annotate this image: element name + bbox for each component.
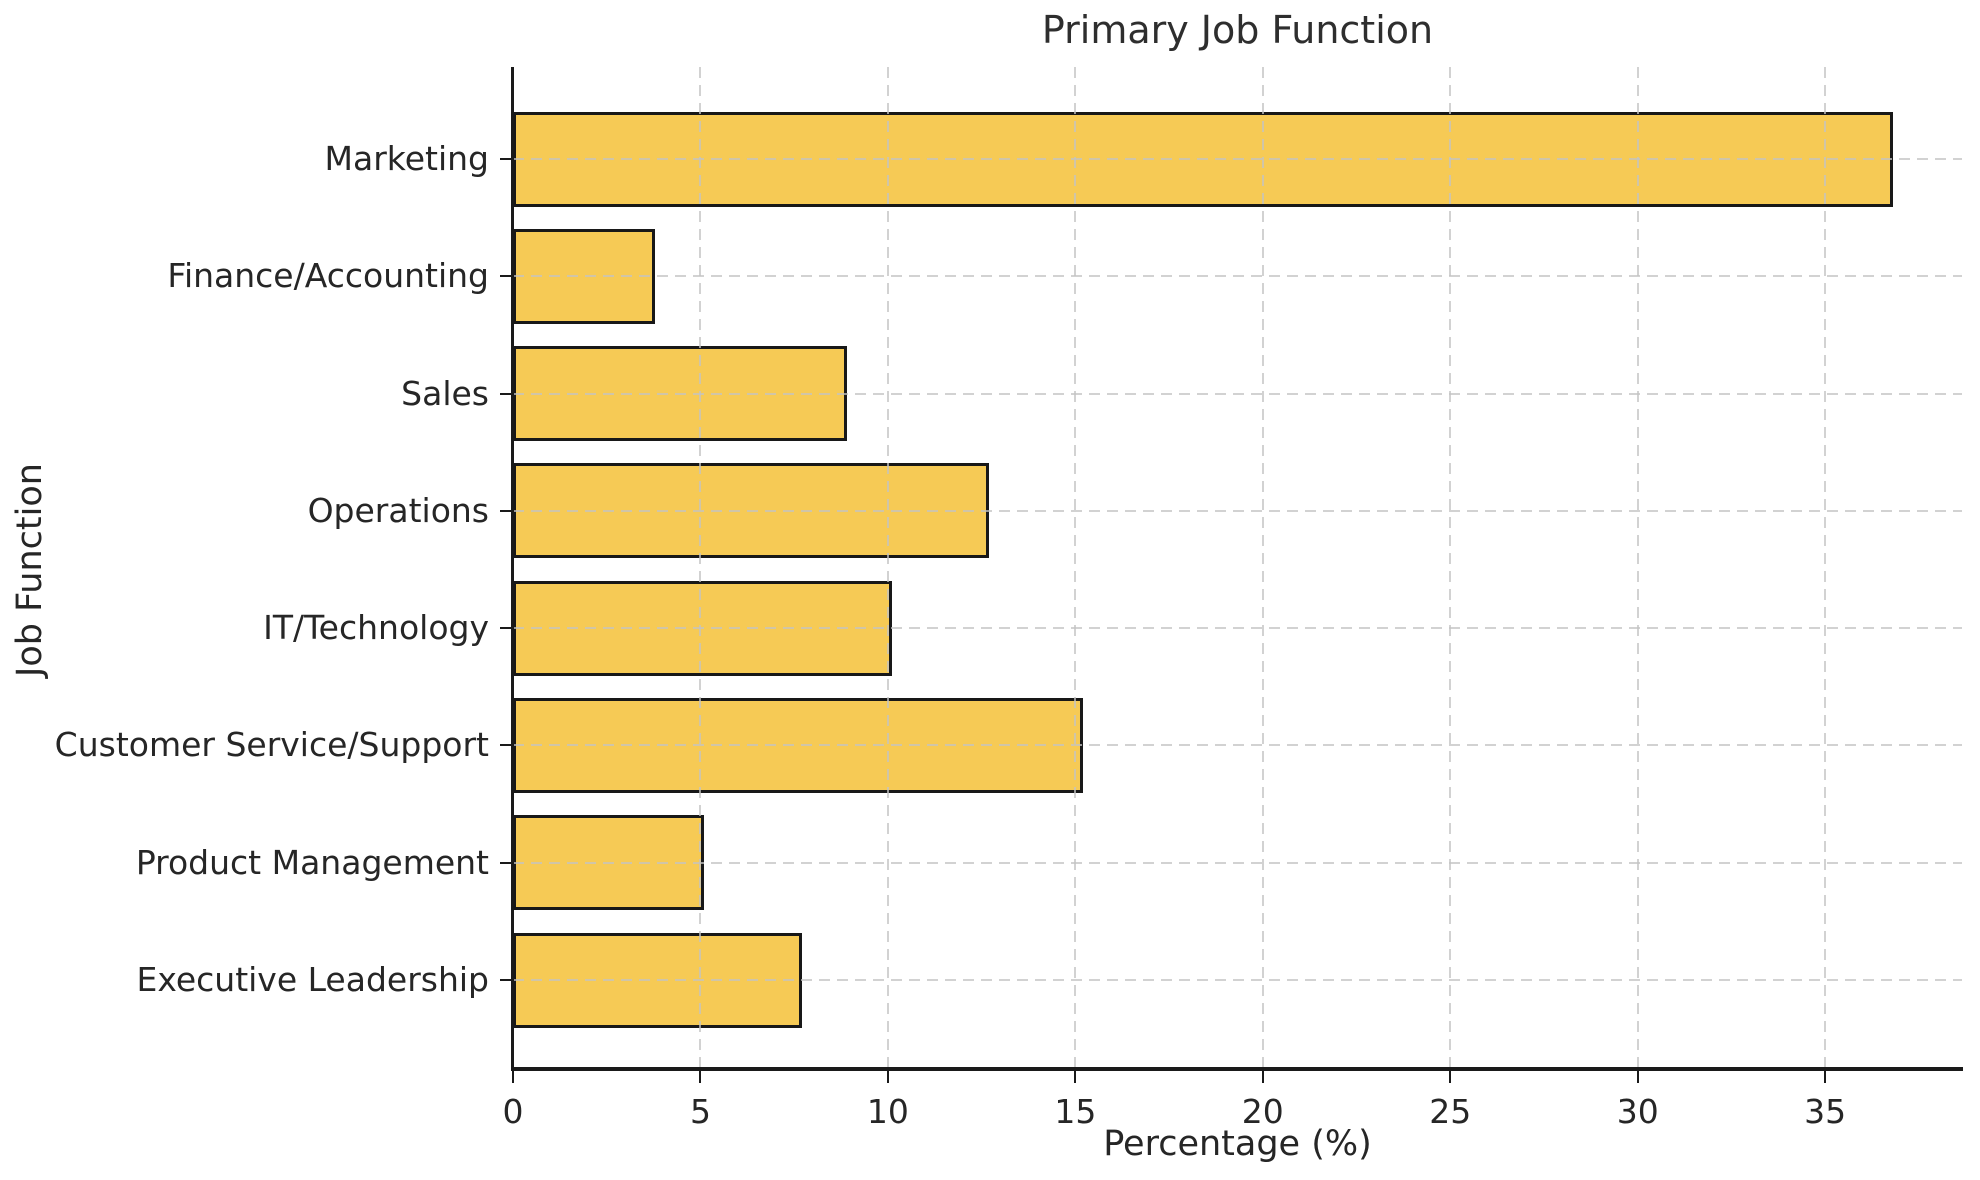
- y-gridline: [513, 627, 1962, 630]
- y-gridline: [513, 979, 1962, 981]
- y-gridline: [513, 158, 1962, 160]
- x-gridline: [886, 67, 889, 1070]
- x-tick-label: 15: [1054, 1092, 1097, 1131]
- y-tick-label: Executive Leadership: [136, 960, 489, 999]
- y-tick-mark: [500, 509, 513, 512]
- x-gridline: [1449, 67, 1452, 1070]
- x-gridline: [1824, 67, 1827, 1070]
- y-gridline: [513, 509, 1962, 512]
- x-tick-label: 30: [1616, 1092, 1659, 1131]
- x-gridline: [1636, 67, 1639, 1070]
- y-tick-label: Finance/Accounting: [167, 256, 489, 296]
- x-axis-label: Percentage (%): [1103, 1124, 1372, 1164]
- x-tick-mark: [1449, 1070, 1452, 1083]
- y-tick-mark: [500, 158, 513, 160]
- y-gridline: [513, 275, 1962, 278]
- y-tick-label: Product Management: [135, 842, 489, 882]
- y-tick-label: Operations: [307, 490, 489, 530]
- y-tick-mark: [500, 744, 513, 747]
- y-axis-spine: [511, 67, 514, 1071]
- x-tick-mark: [1636, 1070, 1639, 1083]
- x-tick-label: 25: [1429, 1092, 1472, 1131]
- x-tick-label: 35: [1804, 1092, 1847, 1131]
- x-tick-label: 0: [502, 1092, 524, 1131]
- y-tick-mark: [500, 627, 513, 630]
- x-tick-mark: [1824, 1070, 1827, 1083]
- y-gridline: [513, 861, 1962, 864]
- y-tick-label: Customer Service/Support: [54, 725, 489, 765]
- y-gridline: [513, 744, 1962, 747]
- y-tick-mark: [500, 979, 513, 981]
- x-tick-label: 10: [866, 1092, 909, 1131]
- x-tick-mark: [886, 1070, 889, 1083]
- x-tick-mark: [512, 1070, 514, 1083]
- y-tick-label: IT/Technology: [263, 608, 489, 648]
- y-gridline: [513, 392, 1962, 395]
- x-tick-mark: [1074, 1070, 1077, 1083]
- y-tick-mark: [500, 861, 513, 864]
- y-tick-mark: [500, 275, 513, 278]
- x-tick-mark: [1261, 1070, 1264, 1083]
- x-gridline: [1074, 67, 1077, 1070]
- y-tick-label: Marketing: [324, 139, 489, 178]
- chart-title: Primary Job Function: [1041, 8, 1434, 52]
- x-axis-spine: [511, 1067, 1963, 1071]
- y-axis-label: Job Function: [10, 463, 50, 677]
- x-gridline: [699, 67, 702, 1070]
- x-tick-label: 5: [689, 1092, 711, 1131]
- x-tick-mark: [699, 1070, 702, 1083]
- y-tick-mark: [500, 392, 513, 395]
- y-tick-label: Sales: [401, 373, 489, 413]
- x-gridline: [1261, 67, 1264, 1070]
- x-tick-label: 20: [1241, 1092, 1284, 1131]
